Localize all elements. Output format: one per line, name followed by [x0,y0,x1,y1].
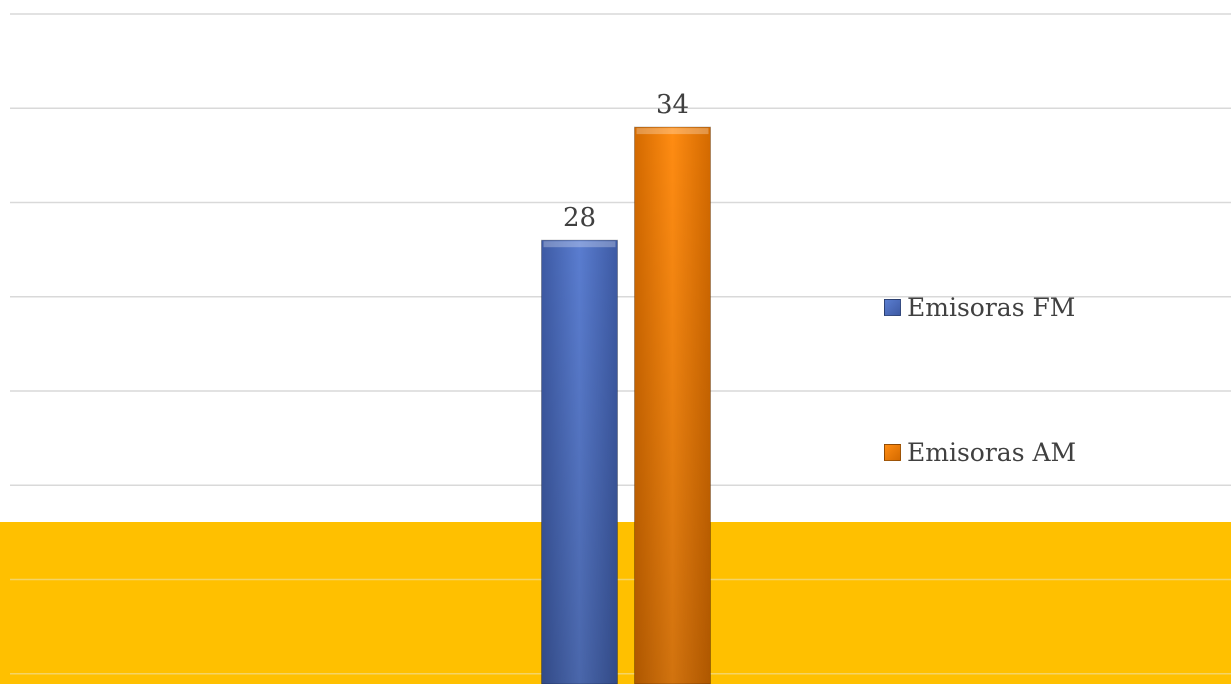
bar-highlight [543,241,616,248]
legend-swatch-fm [884,298,901,316]
legend-item-am: Emisoras AM [884,431,1076,473]
data-label: 28 [563,203,596,233]
legend-item-fm: Emisoras FM [884,286,1076,328]
data-label: 34 [656,90,689,120]
legend-label-am: Emisoras AM [907,437,1077,467]
legend-swatch-am [884,443,901,461]
bars [541,126,711,684]
legend: Emisoras FM Emisoras AM [884,286,1076,576]
gridlines [10,13,1231,675]
bar-shading [634,127,711,684]
bar-shading [541,240,618,684]
bar-highlight [636,128,709,135]
legend-label-fm: Emisoras FM [907,292,1076,322]
data-labels: 28 34 [563,90,689,233]
